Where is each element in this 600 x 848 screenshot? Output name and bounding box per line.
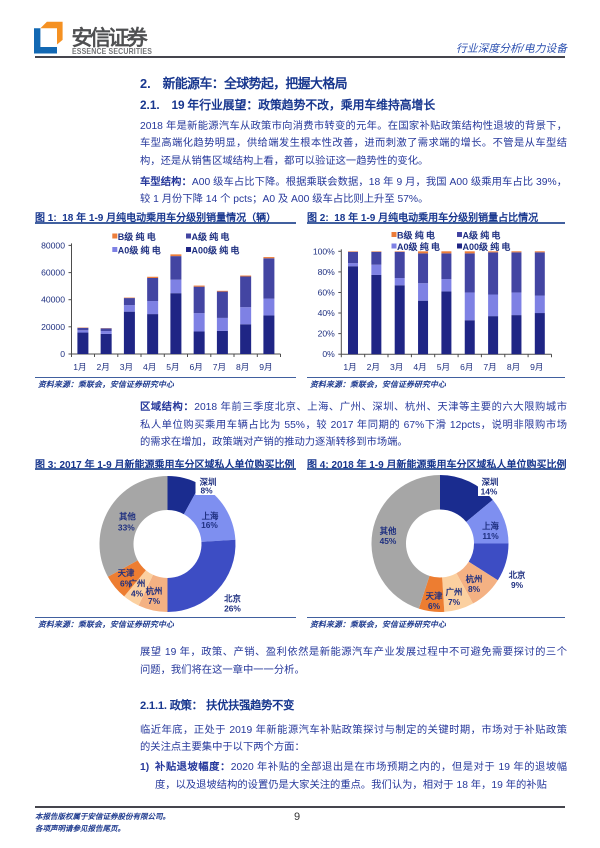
svg-text:北京: 北京: [509, 570, 526, 580]
svg-text:深圳: 深圳: [200, 477, 217, 487]
svg-text:天津: 天津: [118, 568, 135, 578]
svg-text:广州: 广州: [129, 579, 146, 589]
svg-text:上海: 上海: [482, 521, 499, 531]
svg-text:60%: 60%: [318, 288, 336, 298]
svg-text:40%: 40%: [318, 308, 336, 318]
svg-text:5月: 5月: [437, 362, 450, 372]
svg-text:5月: 5月: [166, 362, 179, 372]
svg-text:6%: 6%: [120, 578, 133, 588]
svg-text:14%: 14%: [481, 487, 498, 497]
svg-text:7月: 7月: [213, 362, 226, 372]
svg-text:4月: 4月: [413, 362, 426, 372]
svg-text:26%: 26%: [224, 604, 241, 614]
svg-text:1月: 1月: [73, 362, 86, 372]
svg-text:广州: 广州: [446, 587, 463, 597]
svg-text:天津: 天津: [426, 591, 443, 601]
svg-text:16%: 16%: [201, 520, 218, 530]
svg-text:上海: 上海: [202, 511, 219, 521]
svg-text:杭州: 杭州: [466, 574, 483, 584]
svg-text:20%: 20%: [318, 329, 336, 339]
svg-text:1月: 1月: [343, 362, 356, 372]
svg-text:4月: 4月: [143, 362, 156, 372]
svg-text:A00级纯电: A00级纯电: [463, 241, 513, 252]
svg-text:2月: 2月: [97, 362, 110, 372]
svg-text:B级纯电: B级纯电: [118, 231, 158, 242]
svg-text:2月: 2月: [367, 362, 380, 372]
svg-text:7月: 7月: [483, 362, 496, 372]
svg-text:7%: 7%: [448, 597, 461, 607]
svg-text:A0级纯电: A0级纯电: [118, 245, 163, 256]
svg-text:8月: 8月: [507, 362, 520, 372]
svg-text:45%: 45%: [380, 536, 397, 546]
svg-text:7%: 7%: [148, 596, 161, 606]
svg-text:3月: 3月: [390, 362, 403, 372]
svg-text:北京: 北京: [224, 594, 241, 604]
svg-text:33%: 33%: [118, 522, 135, 532]
svg-text:6月: 6月: [460, 362, 473, 372]
svg-text:8月: 8月: [236, 362, 249, 372]
svg-text:杭州: 杭州: [146, 586, 163, 596]
svg-text:8%: 8%: [468, 584, 481, 594]
svg-text:9%: 9%: [511, 580, 524, 590]
svg-text:0: 0: [60, 349, 65, 359]
svg-text:4%: 4%: [131, 589, 144, 599]
svg-text:深圳: 深圳: [482, 477, 499, 487]
svg-text:B级纯电: B级纯电: [397, 230, 437, 241]
svg-text:11%: 11%: [482, 531, 499, 541]
svg-text:8%: 8%: [200, 486, 213, 496]
svg-text:0%: 0%: [322, 349, 335, 359]
svg-text:6月: 6月: [190, 362, 203, 372]
svg-text:A级纯电: A级纯电: [463, 230, 503, 241]
svg-text:A00级纯电: A00级纯电: [192, 245, 242, 256]
svg-text:A0级纯电: A0级纯电: [397, 241, 442, 252]
svg-text:9月: 9月: [530, 362, 543, 372]
svg-text:20000: 20000: [41, 322, 65, 332]
svg-text:3月: 3月: [120, 362, 133, 372]
svg-text:其他: 其他: [380, 526, 397, 536]
svg-text:40000: 40000: [41, 295, 65, 305]
svg-text:9月: 9月: [259, 362, 272, 372]
svg-text:60000: 60000: [41, 268, 65, 278]
svg-text:100%: 100%: [313, 246, 335, 256]
svg-text:其他: 其他: [119, 511, 136, 521]
svg-text:80000: 80000: [41, 240, 65, 250]
svg-text:80%: 80%: [318, 267, 336, 277]
svg-text:6%: 6%: [428, 601, 441, 611]
svg-text:A级纯电: A级纯电: [192, 231, 232, 242]
